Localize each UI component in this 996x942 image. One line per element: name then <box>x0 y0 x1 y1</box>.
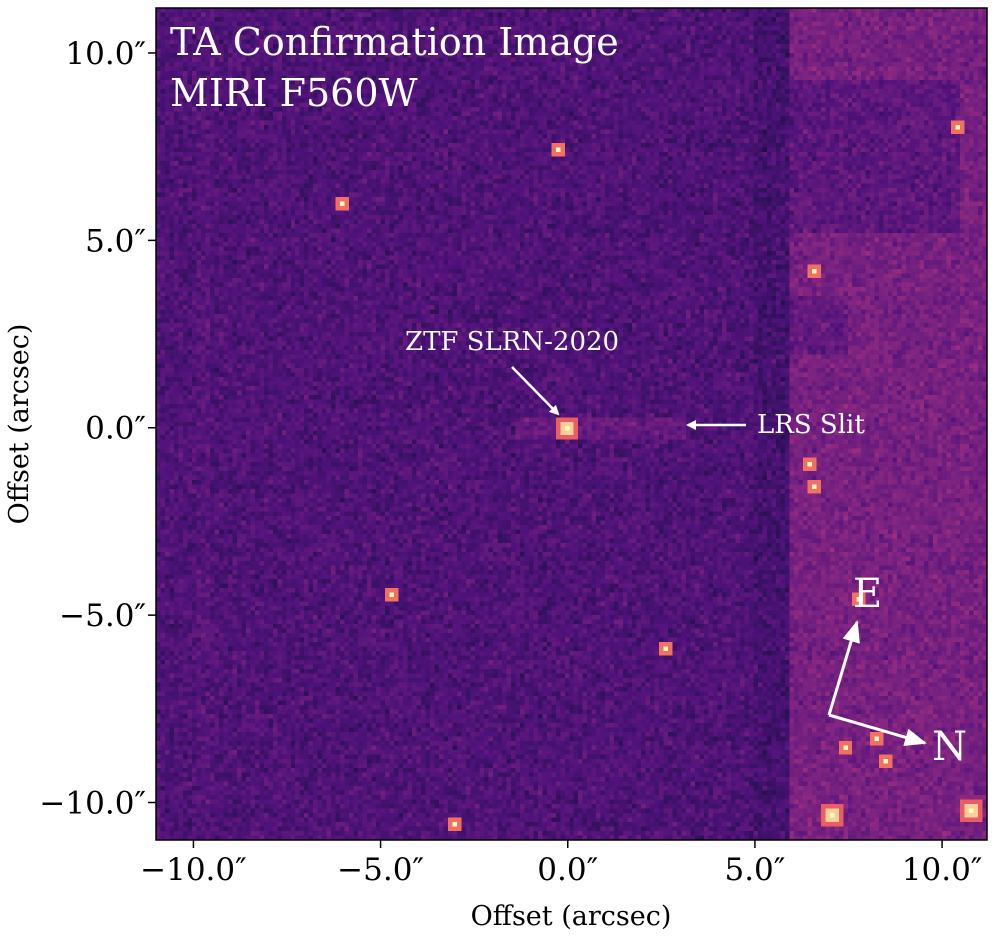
east-label: E <box>853 571 882 617</box>
y-tick-label: −5.0″ <box>59 598 146 634</box>
x-tick-label: 10.0″ <box>902 852 983 888</box>
miri-image-heatmap <box>156 8 987 840</box>
chart-subtitle: MIRI F560W <box>170 71 418 115</box>
east-arrow <box>827 620 860 716</box>
x-tick-label: 0.0″ <box>537 852 598 888</box>
x-tick-label: −10.0″ <box>140 852 247 888</box>
target-arrow <box>511 366 560 416</box>
north-label: N <box>932 724 967 770</box>
target-label: ZTF SLRN-2020 <box>405 327 619 357</box>
y-tick-label: 10.0″ <box>65 36 146 72</box>
y-tick-label: 5.0″ <box>85 223 146 259</box>
slit-label: LRS Slit <box>757 410 865 440</box>
x-axis-label: Offset (arcsec) <box>471 901 672 932</box>
x-tick-label: 5.0″ <box>724 852 785 888</box>
y-tick-label: −10.0″ <box>39 786 146 822</box>
plot-frame <box>155 7 988 841</box>
chart-title: TA Confirmation Image <box>170 20 619 64</box>
y-axis-label: Offset (arcsec) <box>4 324 35 525</box>
y-tick-label: 0.0″ <box>85 411 146 447</box>
north-arrow <box>828 713 927 747</box>
x-tick-label: −5.0″ <box>337 852 424 888</box>
